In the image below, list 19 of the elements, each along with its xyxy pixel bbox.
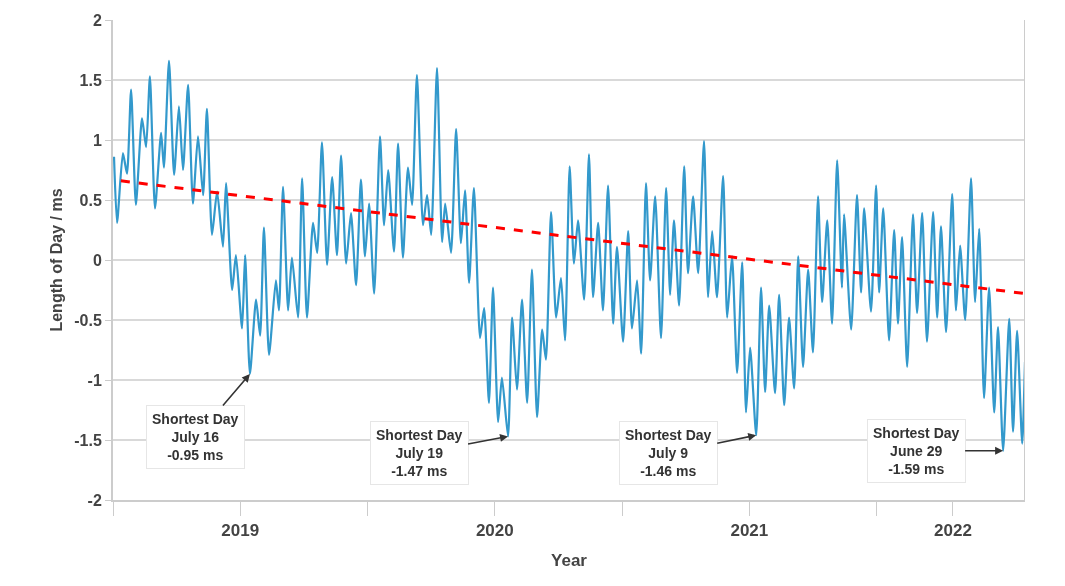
y-tick-label: 1.5	[79, 71, 102, 89]
annotation: Shortest Day July 9 -1.46 ms	[625, 427, 712, 480]
y-tick-label: -1	[87, 371, 102, 389]
y-tick-label: -1.5	[74, 431, 102, 449]
y-axis-title: Length of Day / ms	[47, 188, 65, 332]
x-tick-label: 2019	[221, 521, 260, 541]
annotation: Shortest Day July 19 -1.47 ms	[376, 427, 463, 480]
y-tick-label: -2	[87, 491, 102, 509]
y-tick-label: 2	[92, 11, 102, 29]
annotation: Shortest Day June 29 -1.59 ms	[873, 425, 960, 478]
y-tick-label: 1	[92, 131, 102, 149]
y-tick-label: -0.5	[74, 311, 102, 329]
x-tick-label: 2021	[730, 521, 769, 541]
x-tick-label: 2022	[934, 521, 972, 541]
y-tick-label: 0	[92, 251, 102, 269]
annotation: Shortest Day July 16 -0.95 ms	[152, 411, 239, 464]
x-axis-title: Year	[551, 551, 588, 571]
x-tick-label: 2020	[475, 521, 514, 541]
y-tick-label: 0.5	[79, 191, 102, 209]
